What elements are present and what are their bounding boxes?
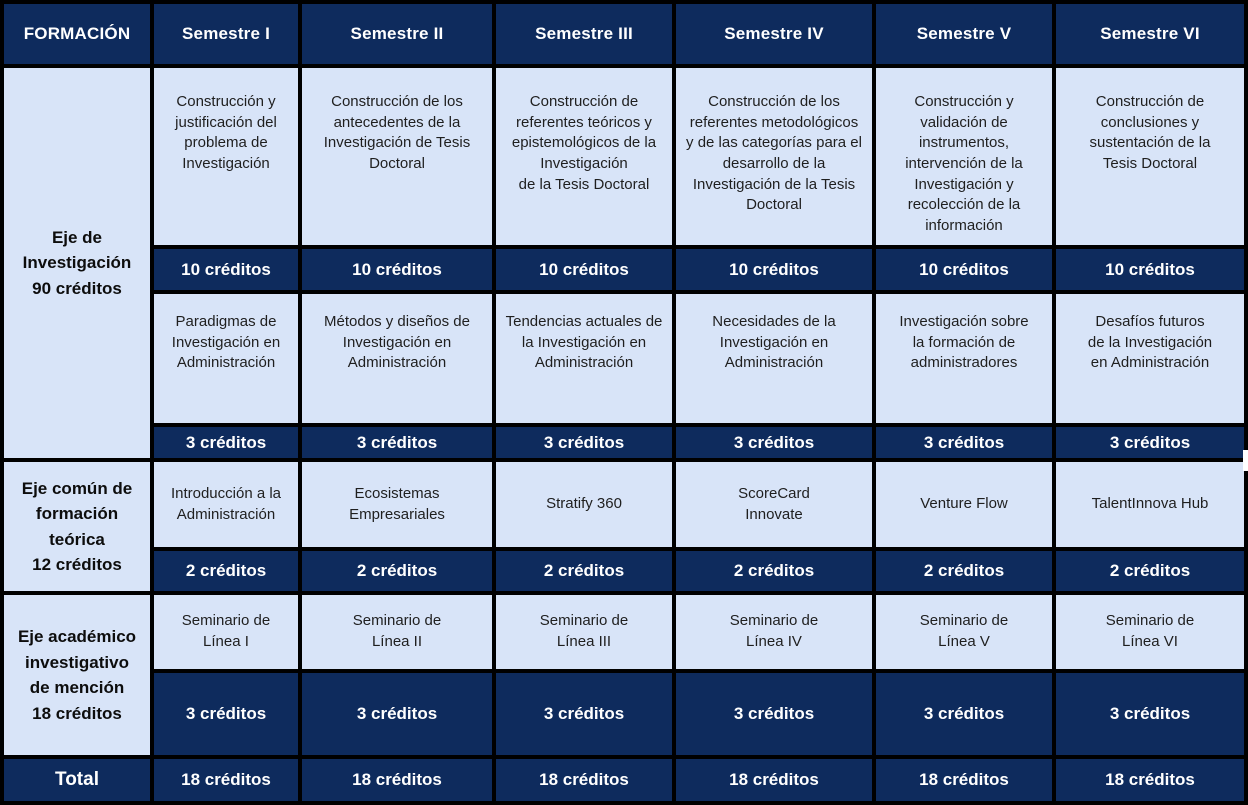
- credit-cell: 3 créditos: [496, 673, 672, 755]
- total-cell: 18 créditos: [876, 759, 1052, 801]
- credit-cell: 2 créditos: [676, 551, 872, 591]
- axis-label-formacion-teorica: Eje común de formación teórica 12 crédit…: [4, 462, 150, 591]
- credit-cell: 10 créditos: [302, 249, 492, 290]
- edge-artifact: [1243, 450, 1248, 471]
- course-cell: Seminario de Línea II: [302, 595, 492, 669]
- credit-cell: 2 créditos: [302, 551, 492, 591]
- credit-cell: 3 créditos: [876, 673, 1052, 755]
- semester-header-1: Semestre I: [154, 4, 298, 64]
- credit-cell: 10 créditos: [676, 249, 872, 290]
- credit-cell: 3 créditos: [1056, 673, 1244, 755]
- course-cell: Seminario de Línea I: [154, 595, 298, 669]
- semester-header-2: Semestre II: [302, 4, 492, 64]
- course-cell: Construcción y validación de instrumento…: [876, 68, 1052, 245]
- course-cell: Construcción de conclusiones y sustentac…: [1056, 68, 1244, 245]
- credit-cell: 3 créditos: [496, 427, 672, 458]
- credit-cell: 10 créditos: [154, 249, 298, 290]
- credit-cell: 3 créditos: [154, 427, 298, 458]
- course-cell: Seminario de Línea IV: [676, 595, 872, 669]
- course-cell: Paradigmas de Investigación en Administr…: [154, 294, 298, 423]
- course-cell: Seminario de Línea VI: [1056, 595, 1244, 669]
- total-cell: 18 créditos: [302, 759, 492, 801]
- credit-cell: 3 créditos: [876, 427, 1052, 458]
- credit-cell: 3 créditos: [676, 673, 872, 755]
- course-cell: ScoreCard Innovate: [676, 462, 872, 547]
- credit-cell: 10 créditos: [496, 249, 672, 290]
- total-cell: 18 créditos: [496, 759, 672, 801]
- course-cell: Construcción y justificación del problem…: [154, 68, 298, 245]
- credit-cell: 10 créditos: [1056, 249, 1244, 290]
- course-cell: Necesidades de la Investigación en Admin…: [676, 294, 872, 423]
- course-cell: Introducción a la Administración: [154, 462, 298, 547]
- semester-header-3: Semestre III: [496, 4, 672, 64]
- total-cell: 18 créditos: [1056, 759, 1244, 801]
- course-cell: Construcción de referentes teóricos y ep…: [496, 68, 672, 245]
- semester-header-6: Semestre VI: [1056, 4, 1244, 64]
- credit-cell: 2 créditos: [1056, 551, 1244, 591]
- axis-label-investigacion: Eje de Investigación 90 créditos: [4, 68, 150, 458]
- course-cell: Venture Flow: [876, 462, 1052, 547]
- total-label: Total: [4, 759, 150, 801]
- credit-cell: 3 créditos: [154, 673, 298, 755]
- total-cell: 18 créditos: [676, 759, 872, 801]
- semester-header-4: Semestre IV: [676, 4, 872, 64]
- course-cell: Métodos y diseños de Investigación en Ad…: [302, 294, 492, 423]
- course-cell: Construcción de los referentes metodológ…: [676, 68, 872, 245]
- course-cell: Stratify 360: [496, 462, 672, 547]
- course-cell: Tendencias actuales de la Investigación …: [496, 294, 672, 423]
- credit-cell: 2 créditos: [154, 551, 298, 591]
- course-cell: Ecosistemas Empresariales: [302, 462, 492, 547]
- course-cell: Construcción de los antecedentes de la I…: [302, 68, 492, 245]
- course-cell: Investigación sobre la formación de admi…: [876, 294, 1052, 423]
- credit-cell: 3 créditos: [302, 673, 492, 755]
- course-cell: Seminario de Línea III: [496, 595, 672, 669]
- semester-header-5: Semestre V: [876, 4, 1052, 64]
- credit-cell: 2 créditos: [876, 551, 1052, 591]
- course-cell: TalentInnova Hub: [1056, 462, 1244, 547]
- credit-cell: 2 créditos: [496, 551, 672, 591]
- credit-cell: 3 créditos: [1056, 427, 1244, 458]
- total-cell: 18 créditos: [154, 759, 298, 801]
- course-cell: Seminario de Línea V: [876, 595, 1052, 669]
- course-cell: Desafíos futuros de la Investigación en …: [1056, 294, 1244, 423]
- credit-cell: 10 créditos: [876, 249, 1052, 290]
- axis-label-academico-investigativo: Eje académico investigativo de mención 1…: [4, 595, 150, 755]
- credit-cell: 3 créditos: [302, 427, 492, 458]
- formation-header: FORMACIÓN: [4, 4, 150, 64]
- credit-cell: 3 créditos: [676, 427, 872, 458]
